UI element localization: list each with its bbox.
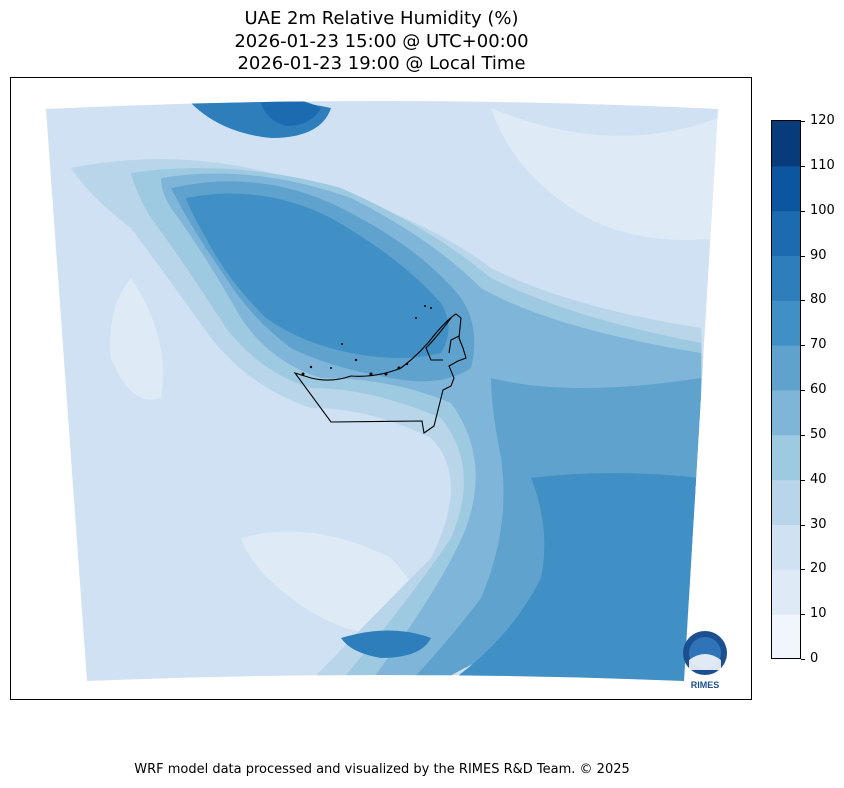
logo-text: RIMES [691,680,720,690]
local-time-label: 2026-01-23 19:00 @ Local Time [237,53,526,74]
colorbar-tick-mark [801,165,805,167]
uae-boundary [293,313,467,434]
field-level-70-80-se [451,473,701,681]
colorbar-outline [771,120,801,659]
humidity-map: RIMES [46,101,727,690]
colorbar [771,120,801,660]
colorbar-band [772,524,800,570]
colorbar-tick-mark [801,614,805,616]
colorbar-tick-mark [801,345,805,347]
map-title: UAE 2m Relative Humidity (%) [244,8,519,29]
colorbar-band [772,569,800,615]
colorbar-tick-label: 10 [810,606,827,622]
emirate-border-2 [448,335,460,354]
colorbar-tick-mark [801,569,805,571]
field-level-90-100-n [261,101,321,126]
colorbar-tick-mark [801,524,805,526]
colorbar-tick-mark [801,659,805,660]
colorbar-tick-mark [801,479,805,481]
colorbar-tick-label: 0 [810,651,819,666]
field-level-10-20-w [110,278,163,400]
colorbar-band [772,210,800,256]
colorbar-band [772,345,800,391]
colorbar-tick-label: 70 [810,337,827,353]
field-level-80-90-s [341,630,431,658]
field-level-10-20-sw [241,531,418,638]
colorbar-tick-label: 20 [810,561,827,577]
colorbar-tick-mark [801,255,805,257]
colorbar-tick-label: 80 [810,292,827,308]
colorbar-band [772,300,800,346]
colorbar-tick-label: 120 [810,113,835,128]
colorbar-band [772,121,800,167]
map-panel: RIMES [10,77,752,700]
field-level-70-80-gulf [186,193,449,358]
colorbar-band [772,165,800,212]
colorbar-tick-label: 110 [810,157,835,173]
field-level-10-20-ne [491,108,718,240]
uae-border [293,313,467,434]
humidity-field [46,101,718,681]
utc-time-label: 2026-01-23 15:00 @ UTC+00:00 [234,31,529,52]
colorbar-tick-mark [801,434,805,436]
colorbar-tick-label: 30 [810,516,827,532]
uae-islands [301,305,432,376]
colorbar-band [772,479,800,525]
colorbar-tick-mark [801,210,805,212]
colorbar-band [772,255,800,301]
colorbar-tick-label: 60 [810,382,827,397]
colorbar-tick-label: 40 [810,471,827,487]
colorbar-band [772,390,800,436]
rimes-logo: RIMES [683,631,727,690]
colorbar-band [772,434,800,481]
emirate-border-1 [425,317,452,361]
colorbar-tick-label: 100 [810,202,835,218]
colorbar-tick-label: 50 [810,426,827,442]
colorbar-tick-mark [801,121,805,122]
colorbar-tick-mark [801,390,805,391]
colorbar-tick-label: 90 [810,247,827,263]
colorbar-tick-mark [801,300,805,302]
footer-credit: WRF model data processed and visualized … [134,762,630,777]
colorbar-band [772,614,800,660]
